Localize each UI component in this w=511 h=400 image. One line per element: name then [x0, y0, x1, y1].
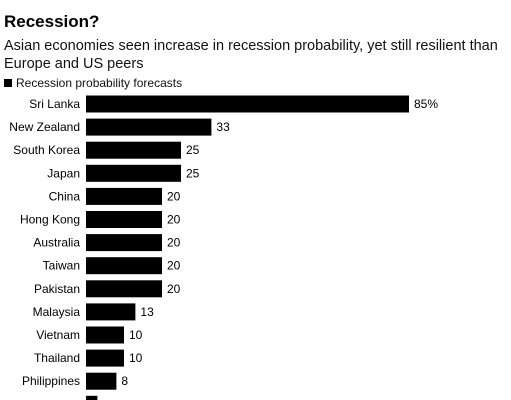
value-label: 13 [140, 305, 154, 319]
bar [86, 395, 98, 400]
chart-title: Recession? [4, 12, 100, 31]
category-label: Indonesia [28, 397, 80, 400]
value-label: 20 [167, 189, 181, 203]
bar [86, 303, 136, 321]
legend: Recession probability forecasts [4, 76, 182, 90]
bar [86, 211, 162, 228]
legend-label: Recession probability forecasts [16, 76, 183, 90]
value-label: 20 [167, 213, 181, 227]
value-label: 33 [216, 120, 230, 134]
bar [86, 164, 181, 182]
value-label: 10 [129, 351, 143, 365]
bar [86, 187, 162, 205]
value-label: 20 [167, 236, 181, 250]
value-label: 25 [186, 143, 200, 157]
bar [86, 95, 409, 113]
bar [86, 280, 162, 298]
bar [86, 349, 124, 367]
bar [86, 118, 212, 136]
value-label: 10 [129, 328, 143, 342]
category-label: Taiwan [43, 259, 80, 273]
category-label: Philippines [22, 374, 80, 388]
bar [86, 372, 117, 390]
value-label: 3 [102, 397, 109, 400]
value-label: 20 [167, 259, 181, 273]
category-label: Malaysia [33, 305, 81, 319]
value-label: 85% [414, 97, 438, 111]
category-label: Australia [33, 236, 80, 250]
category-label: China [49, 189, 81, 203]
bar [86, 326, 124, 344]
category-label: Hong Kong [20, 213, 80, 227]
chart-subtitle: Asian economies seen increase in recessi… [4, 38, 498, 72]
category-label: Thailand [34, 351, 80, 365]
bar [86, 234, 162, 252]
category-label: Sri Lanka [29, 97, 80, 111]
category-label: Vietnam [36, 328, 80, 342]
value-label: 20 [167, 282, 181, 296]
legend-swatch [4, 79, 12, 87]
bar [86, 257, 162, 275]
category-label: South Korea [13, 143, 80, 157]
category-label: Japan [47, 166, 80, 180]
bar [86, 141, 181, 159]
category-label: Pakistan [34, 282, 80, 296]
value-label: 25 [186, 166, 200, 180]
value-label: 8 [121, 374, 128, 388]
category-label: New Zealand [9, 120, 80, 134]
